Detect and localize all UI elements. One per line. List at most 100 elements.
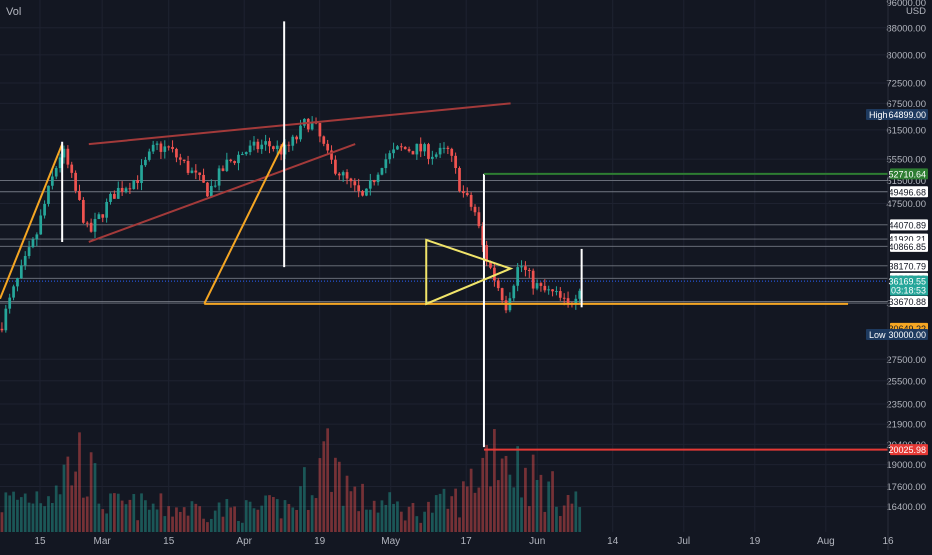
volume-bar <box>504 455 508 532</box>
candle-body <box>190 170 194 173</box>
volume-bar <box>423 511 426 532</box>
candle-body <box>299 125 302 140</box>
candle-body <box>543 285 547 291</box>
volume-bar <box>213 510 217 532</box>
candle-body <box>520 266 523 268</box>
volume-bar <box>527 506 531 532</box>
candle-body <box>275 145 279 150</box>
candle-body <box>384 159 388 169</box>
volume-bar <box>570 503 574 532</box>
volume-bar <box>415 516 419 532</box>
candle-body <box>337 173 341 176</box>
price-tick-label: 19000.00 <box>886 460 926 471</box>
candle-body <box>357 185 361 192</box>
price-badge-value: 38170.79 <box>888 261 926 271</box>
volume-bar <box>485 445 488 532</box>
volume-bar <box>206 522 209 532</box>
candle-body <box>221 168 225 171</box>
price-badge-value: 30000.00 <box>888 330 926 340</box>
volume-bar <box>322 441 326 532</box>
candle-body <box>147 151 151 160</box>
candle-body <box>78 190 81 200</box>
candle-body <box>326 143 330 151</box>
drawing-layer[interactable] <box>0 21 888 451</box>
volume-bar <box>291 507 295 532</box>
candle-body <box>113 193 116 199</box>
price-tick-label: 72500.00 <box>886 78 926 89</box>
candle-body <box>349 178 353 182</box>
candle-body <box>551 289 554 292</box>
volume-bar <box>260 505 264 532</box>
volume-bar <box>407 506 411 532</box>
time-axis[interactable]: 15 Mar 15 Apr 19 May 17 Jun 14 Jul 19 Aug 16 <box>34 536 894 547</box>
volume-bar <box>462 481 465 532</box>
price-axis[interactable]: 88000.00 80000.00 72500.00 67500.00 61500.00… <box>866 0 928 550</box>
volume-bar <box>19 497 23 532</box>
volume-bar <box>256 509 260 532</box>
volume-bar <box>244 500 248 532</box>
price-badge-target-up <box>890 168 928 180</box>
volume-bar <box>4 492 8 532</box>
volume-bar <box>287 503 291 532</box>
price-tick-label: 16400.00 <box>886 502 926 513</box>
volume-bar <box>438 493 442 532</box>
candle-body <box>512 285 516 299</box>
volume-indicator-label[interactable]: Vol <box>6 6 22 18</box>
candle-body <box>446 147 450 149</box>
candle-body <box>140 165 143 183</box>
volume-bar <box>578 507 582 532</box>
price-tick-label: 55500.00 <box>886 155 926 166</box>
countdown-label: 03:18:53 <box>891 286 926 296</box>
volume-bar <box>489 486 492 532</box>
rising-wedge-line <box>88 102 511 146</box>
volume-bar <box>35 491 39 532</box>
price-badge-level <box>890 219 928 231</box>
candle-body <box>310 122 314 130</box>
candle-body <box>171 146 174 149</box>
volume-bar <box>446 508 450 532</box>
candle-body <box>527 269 531 271</box>
candle-body <box>493 267 496 281</box>
volume-bar <box>318 458 322 532</box>
price-badge-value: 44070.89 <box>888 220 926 230</box>
candle-body <box>504 300 508 311</box>
volume-bar <box>430 512 434 532</box>
candle-body <box>182 159 186 162</box>
volume-bar <box>353 486 357 532</box>
volume-bar <box>310 495 314 532</box>
volume-bar <box>458 517 461 532</box>
volume-bar <box>512 487 516 532</box>
candle-body <box>411 151 415 155</box>
volume-bar <box>186 515 190 532</box>
volume-layer <box>0 428 582 532</box>
candle-body <box>465 193 469 196</box>
volume-bar <box>101 509 105 532</box>
volume-bar <box>454 488 457 532</box>
volume-bar <box>39 503 43 532</box>
volume-bar <box>372 500 376 532</box>
volume-bar <box>124 504 128 532</box>
orange-trend-line <box>203 141 286 305</box>
volume-bar <box>202 518 205 532</box>
volume-bar <box>477 487 481 532</box>
volume-bar <box>306 509 310 532</box>
volume-bar <box>144 500 147 532</box>
candle-body <box>516 267 520 286</box>
volume-bar <box>198 506 202 532</box>
volume-bar <box>43 506 46 532</box>
candle-body <box>167 146 171 148</box>
candle-body <box>306 118 310 130</box>
candle-body <box>295 136 298 140</box>
candle-body <box>0 328 4 331</box>
candle-body <box>531 270 535 289</box>
candle-body <box>186 161 190 173</box>
volume-bar <box>151 503 155 532</box>
candle-body <box>198 172 202 175</box>
candle-body <box>213 185 217 187</box>
volume-bar <box>105 513 108 532</box>
candle-body <box>558 291 562 298</box>
volume-bar <box>16 499 19 532</box>
volume-bar <box>469 468 473 532</box>
